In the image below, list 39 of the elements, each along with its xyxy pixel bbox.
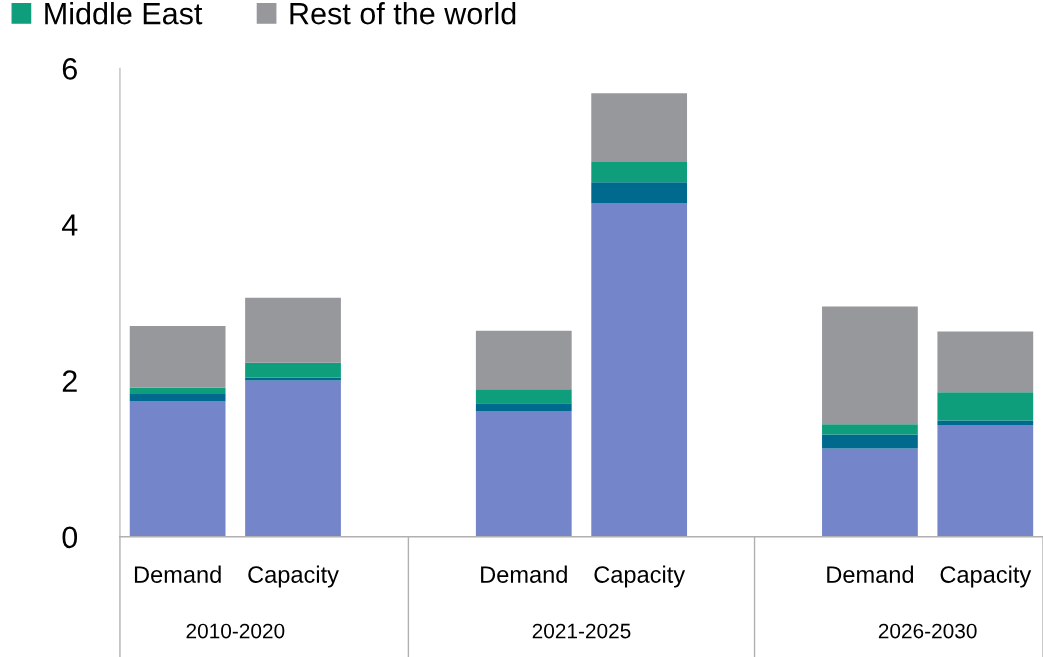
bar xyxy=(129,387,226,394)
bar xyxy=(245,377,341,381)
bar xyxy=(475,411,572,537)
bar xyxy=(937,331,1034,393)
y-tick-label: 0 xyxy=(62,526,78,549)
bar xyxy=(129,400,226,537)
bar xyxy=(591,203,688,537)
legend-label: Rest of the world xyxy=(290,2,516,25)
x-tick-label: Capacity xyxy=(248,565,339,588)
bar xyxy=(245,297,341,363)
y-tick-label: 2 xyxy=(62,370,77,392)
bar xyxy=(475,330,572,390)
bar xyxy=(475,403,572,412)
bar xyxy=(937,392,1034,421)
bar xyxy=(591,182,688,204)
y-tick-label: 6 xyxy=(62,58,77,80)
bar xyxy=(822,306,918,425)
bar xyxy=(591,162,688,183)
text: 2021-2025 xyxy=(532,623,631,639)
x-tick-label: Demand xyxy=(481,565,567,583)
bar xyxy=(129,393,226,401)
bar xyxy=(822,434,918,449)
bar xyxy=(129,325,226,388)
x-tick-label: Capacity xyxy=(594,565,686,588)
y-tick-label: 4 xyxy=(61,214,78,236)
bar xyxy=(822,448,918,537)
x-tick-label: Capacity xyxy=(940,565,1032,588)
bar xyxy=(937,420,1034,426)
text: 2026-2030 xyxy=(878,623,977,639)
legend-label: Middle East xyxy=(45,2,203,25)
x-tick-label: Demand xyxy=(134,565,221,583)
text: 2010-2020 xyxy=(186,623,285,639)
bar xyxy=(475,389,572,404)
bar xyxy=(245,362,341,378)
x-tick-label: Demand xyxy=(827,565,914,583)
bar xyxy=(822,424,918,435)
bar xyxy=(245,380,341,537)
bar xyxy=(937,425,1034,537)
bar xyxy=(591,93,688,163)
